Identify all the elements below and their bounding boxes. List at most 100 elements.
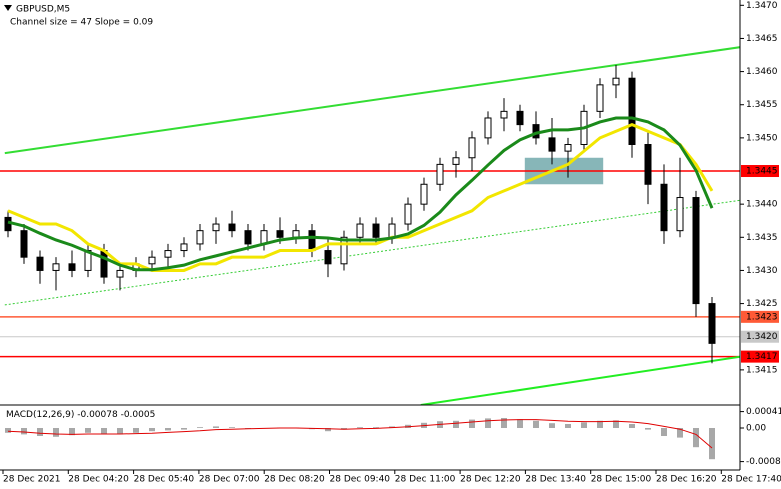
x-tick-label: 28 Dec 05:40 — [134, 475, 195, 485]
macd-bar — [565, 424, 571, 428]
candle-body — [596, 84, 604, 112]
macd-bar — [325, 428, 331, 432]
macd-bar — [453, 420, 459, 428]
y-tick-label: 1.3470 — [746, 1, 778, 11]
candle-body — [676, 197, 684, 232]
x-tick-label: 28 Dec 17:40 — [721, 475, 781, 485]
macd-bar — [53, 428, 59, 437]
macd-bar — [133, 428, 139, 433]
price-level-tag — [741, 330, 779, 343]
macd-bar — [581, 422, 587, 428]
candle-body — [564, 144, 572, 152]
candle-body — [404, 203, 412, 225]
y-tick-label: 1.3430 — [746, 266, 778, 276]
x-tick-label: 28 Dec 04:20 — [68, 475, 129, 485]
x-tick-label: 28 Dec 16:20 — [656, 475, 717, 485]
y-tick-label: 1.3450 — [746, 133, 778, 143]
y-tick-label: 1.3425 — [746, 299, 778, 309]
macd-bar — [501, 418, 507, 428]
price-level-label: 1.3445 — [746, 167, 778, 177]
price-level-label: 1.3420 — [746, 332, 778, 342]
candle-body — [292, 230, 300, 238]
y-tick-label: 1.3415 — [746, 365, 778, 375]
candle-body — [20, 230, 28, 258]
macd-bar — [693, 428, 699, 448]
x-tick-label: 28 Dec 13:40 — [525, 475, 586, 485]
macd-bar — [101, 428, 107, 434]
channel-line — [420, 355, 740, 405]
candle-body — [500, 110, 508, 119]
macd-bar — [677, 428, 683, 438]
macd-bar — [357, 427, 363, 428]
x-tick-label: 28 Dec 07:00 — [199, 475, 260, 485]
x-tick-label: 28 Dec 12:20 — [460, 475, 521, 485]
macd-bar — [373, 427, 379, 428]
candle-body — [468, 137, 476, 159]
candle-body — [692, 197, 700, 305]
candle-body — [52, 263, 60, 271]
moving-average — [7, 116, 714, 272]
macd-bar — [469, 419, 475, 428]
candle-body — [180, 243, 188, 252]
candle-body — [308, 230, 316, 252]
macd-bar — [213, 426, 219, 428]
x-tick-label: 28 Dec 09:40 — [330, 475, 391, 485]
candle-body — [228, 223, 236, 232]
macd-bar — [117, 428, 123, 435]
macd-bar — [517, 419, 523, 428]
y-tick-label: 1.3460 — [746, 67, 778, 77]
macd-bar — [485, 418, 491, 428]
y-tick-label: -0.00084 — [746, 457, 781, 467]
candle-body — [532, 124, 540, 139]
macd-bar — [165, 428, 171, 431]
candle-body — [324, 250, 332, 265]
price-panel — [0, 46, 740, 405]
y-tick-label: 0.00041 — [746, 407, 781, 417]
y-tick-label: 1.3465 — [746, 34, 778, 44]
candle-body — [372, 223, 380, 238]
candle-body — [68, 263, 76, 271]
macd-bar — [5, 428, 11, 433]
y-tick-label: 0.00 — [746, 424, 766, 434]
candle-body — [612, 77, 620, 86]
y-tick-label: 1.3440 — [746, 200, 778, 210]
macd-bar — [181, 428, 187, 430]
candle-body — [116, 269, 124, 278]
macd-bar — [709, 428, 715, 460]
candle-body — [484, 117, 492, 139]
macd-bar — [549, 423, 555, 428]
price-level-label: 1.3423 — [746, 312, 778, 322]
moving-average — [7, 122, 714, 272]
chart-subtitle: Channel size = 47 Slope = 0.09 — [10, 18, 153, 28]
x-tick-label: 28 Dec 11:00 — [395, 475, 456, 485]
candle-body — [548, 137, 556, 152]
macd-name: MACD(12,26,9) — [6, 410, 74, 420]
macd-bar — [613, 420, 619, 428]
candle-body — [436, 163, 444, 185]
macd-value: -0.00078 — [77, 410, 118, 420]
price-level-tag — [741, 310, 779, 323]
candle-body — [36, 256, 44, 271]
macd-bar — [149, 428, 155, 432]
macd-bar — [85, 428, 91, 433]
macd-panel — [5, 418, 715, 460]
channel-line — [4, 46, 740, 155]
macd-bar — [533, 420, 539, 428]
macd-bar — [661, 428, 667, 436]
candle-body — [644, 144, 652, 185]
price-level-tag — [741, 350, 779, 363]
y-tick-label: 1.3455 — [746, 100, 778, 110]
candle-body — [148, 256, 156, 265]
signal-value: -0.0005 — [121, 410, 156, 420]
macd-label: MACD(12,26,9) -0.00078 -0.0005 — [6, 410, 155, 420]
signal-line — [7, 419, 713, 449]
candle-body — [356, 223, 364, 238]
candle-body — [420, 183, 428, 205]
x-tick-label: 28 Dec 15:00 — [591, 475, 652, 485]
macd-bar — [229, 427, 235, 428]
candle-body — [100, 250, 108, 278]
candle-body — [516, 110, 524, 126]
macd-bar — [597, 420, 603, 428]
